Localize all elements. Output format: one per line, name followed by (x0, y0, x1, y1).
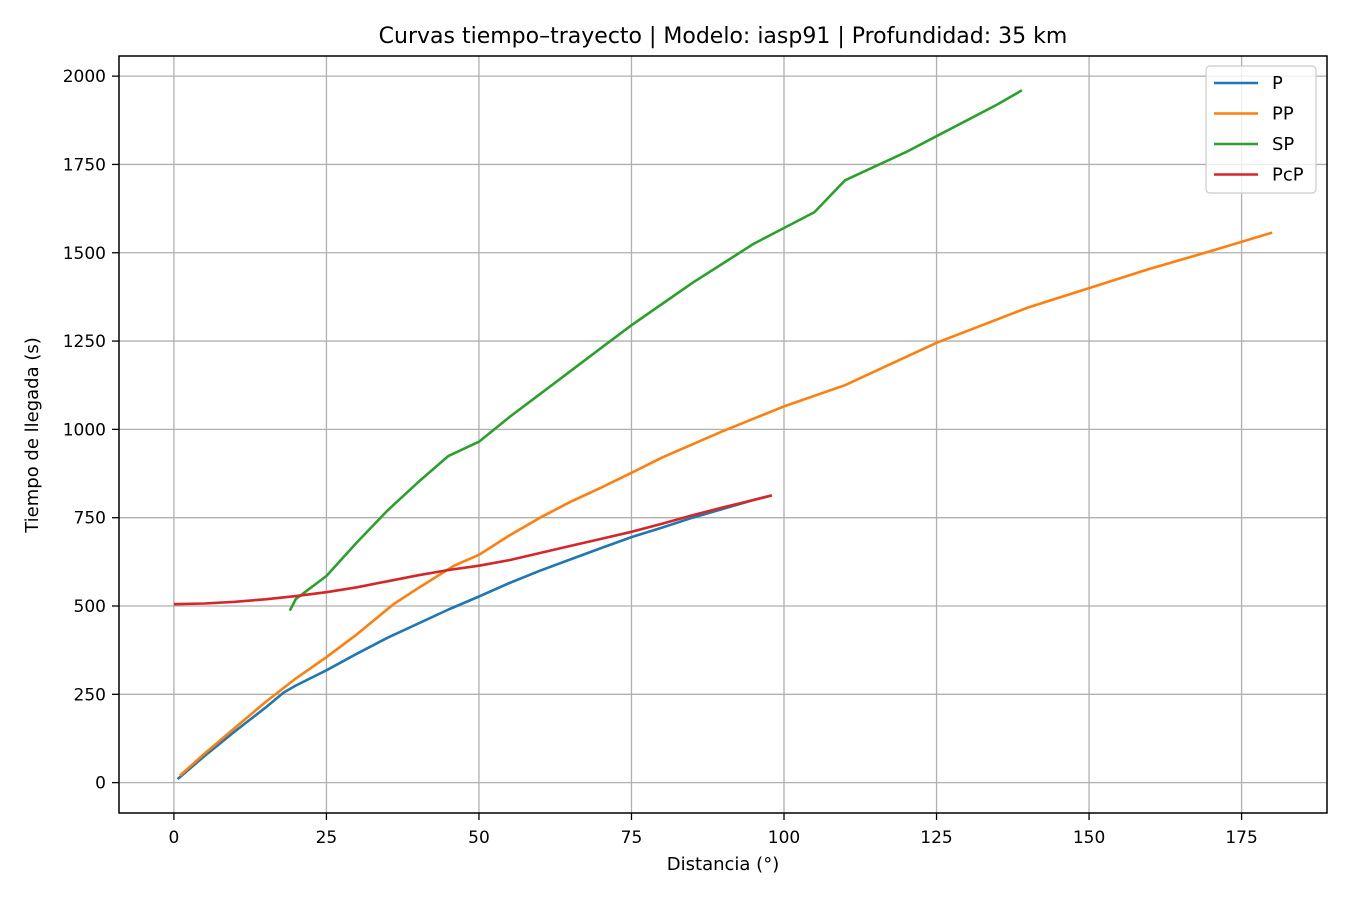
y-tick-label: 0 (95, 774, 106, 794)
grid (119, 56, 1327, 813)
x-tick-label: 125 (920, 828, 952, 848)
legend-label-sp: SP (1272, 134, 1294, 155)
y-tick-label: 1750 (63, 155, 106, 175)
legend-box (1205, 65, 1317, 194)
series-layer (173, 89, 1273, 781)
series-line-pp (179, 231, 1273, 777)
legend-label-pcp: PcP (1272, 165, 1304, 186)
x-tick-label: 25 (316, 828, 338, 848)
y-tick-label: 1250 (63, 332, 106, 352)
x-tick-label: 100 (768, 828, 800, 848)
y-tick-label: 1500 (63, 244, 106, 264)
x-tick-label: 150 (1073, 828, 1105, 848)
legend-label-p: P (1272, 73, 1283, 94)
y-tick-label: 250 (74, 685, 106, 705)
x-axis-label: Distancia (°) (667, 854, 779, 875)
legend-label-pp: PP (1272, 104, 1294, 125)
y-tick-label: 1000 (63, 420, 106, 440)
y-tick-label: 2000 (63, 67, 106, 87)
x-tick-label: 75 (621, 828, 643, 848)
x-tick-label: 175 (1225, 828, 1257, 848)
y-axis-label: Tiempo de llegada (s) (22, 337, 43, 534)
y-tick-label: 500 (74, 597, 106, 617)
tick-marks (112, 75, 1243, 820)
chart-title: Curvas tiempo–trayecto | Modelo: iasp91 … (379, 24, 1068, 49)
x-tick-label: 50 (468, 828, 490, 848)
x-tick-label: 0 (168, 828, 179, 848)
y-tick-label: 750 (74, 509, 106, 529)
series-line-pcp (173, 494, 773, 606)
series-line-sp (288, 89, 1023, 612)
tick-labels: 0 25 50 75 100 125 150 175025050075010001250150… (63, 67, 1258, 848)
series-line-p (176, 494, 773, 781)
plot-frame (118, 55, 1328, 814)
